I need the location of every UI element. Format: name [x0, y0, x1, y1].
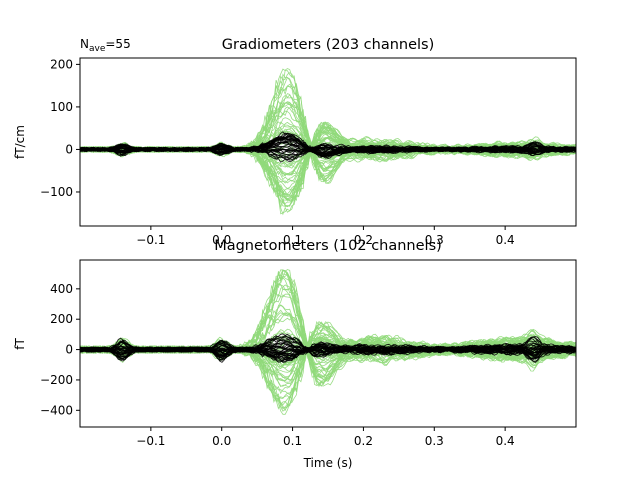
- gradiometers-panel: −0.1 0.0 0.1 0.2 0.3 0.4 200 100 0 −100 Gradiomet…: [13, 37, 577, 247]
- y-tick-label: 0: [65, 343, 73, 357]
- x-tick-label: 0.1: [283, 233, 302, 247]
- y-tick-label: 400: [50, 282, 73, 296]
- x-tick-label: 0.4: [496, 434, 515, 448]
- magnetometers-trace-black: [80, 344, 576, 359]
- magnetometers-traces: [80, 269, 576, 415]
- magnetometers-trace-black: [80, 342, 576, 363]
- x-tick-label: 0.1: [283, 434, 302, 448]
- y-tick-label: −400: [40, 403, 73, 417]
- x-tick-label: −0.1: [136, 434, 165, 448]
- magnetometers-ylabel: fT: [13, 338, 27, 350]
- y-tick-label: 100: [50, 100, 73, 114]
- x-tick-label: −0.1: [136, 233, 165, 247]
- x-tick-label: 0.0: [212, 233, 231, 247]
- magnetometers-title: Magnetometers (102 channels): [214, 238, 442, 254]
- magnetometers-panel: −0.1 0.0 0.1 0.2 0.3 0.4 400 200 0 −200 −400 Magne…: [13, 238, 577, 470]
- magnetometers-ticks: −0.1 0.0 0.1 0.2 0.3 0.4 400 200 0 −200 −400: [40, 282, 515, 448]
- gradiometers-trace-black: [80, 141, 576, 155]
- x-tick-label: 0.4: [496, 233, 515, 247]
- gradiometers-ticks: −0.1 0.0 0.1 0.2 0.3 0.4 200 100 0 −100: [40, 57, 515, 247]
- gradiometers-title: Gradiometers (203 channels): [222, 37, 435, 53]
- x-tick-label: 0.2: [354, 434, 373, 448]
- y-tick-label: −100: [40, 185, 73, 199]
- y-tick-label: 200: [50, 312, 73, 326]
- magnetometers-axes-frame: [79, 259, 577, 428]
- gradiometers-axes-frame: [79, 57, 577, 227]
- nave-annotation: Nave=55: [80, 37, 131, 54]
- x-tick-label: 0.3: [425, 233, 444, 247]
- gradiometers-trace-black: [80, 144, 576, 154]
- gradiometers-ylabel: fT/cm: [13, 125, 27, 159]
- x-tick-label: 0.2: [354, 233, 373, 247]
- x-tick-label: 0.3: [425, 434, 444, 448]
- y-tick-label: 0: [65, 142, 73, 156]
- y-tick-label: −200: [40, 373, 73, 387]
- x-tick-label: 0.0: [212, 434, 231, 448]
- y-tick-label: 200: [50, 57, 73, 71]
- gradiometers-traces: [80, 68, 576, 216]
- magnetometers-xlabel: Time (s): [303, 456, 353, 470]
